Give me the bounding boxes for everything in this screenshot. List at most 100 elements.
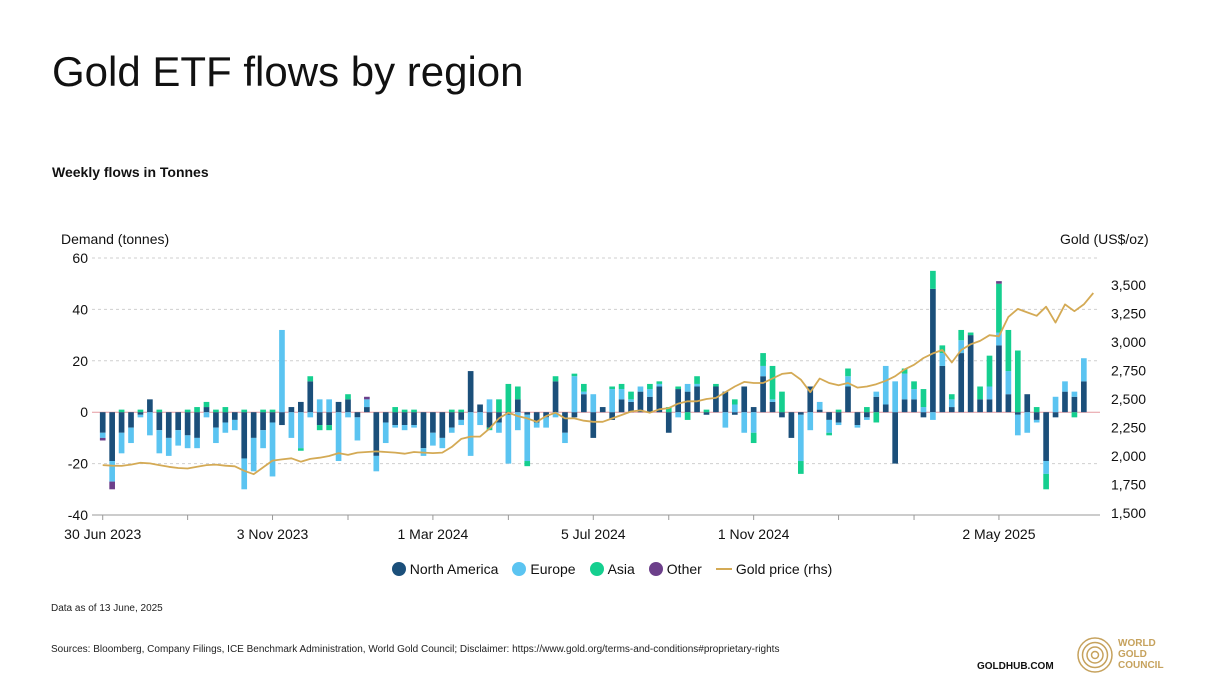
bar-segment-eu	[882, 365, 889, 405]
bar-segment-eu	[533, 422, 540, 428]
bar-segment-na	[873, 396, 880, 413]
bar-segment-as	[213, 409, 219, 413]
bar-segment-as	[948, 394, 955, 400]
bar-segment-na	[816, 409, 823, 413]
legend-item-gold-price[interactable]: Gold price (rhs)	[715, 561, 832, 577]
bar-segment-na	[798, 412, 804, 415]
page-title: Gold ETF flows by region	[52, 48, 524, 95]
bar-segment-na	[703, 412, 710, 415]
bar-segment-as	[1014, 350, 1021, 413]
gold-price-swatch-icon	[715, 568, 732, 570]
bar-segment-as	[203, 401, 210, 408]
bar-segment-na	[911, 399, 917, 413]
bar-segment-as	[505, 383, 512, 413]
bar-segment-eu	[373, 455, 380, 472]
bar-segment-eu	[1062, 381, 1068, 392]
bar-segment-na	[665, 412, 672, 433]
bar-segment-as	[1043, 473, 1049, 490]
bar-segment-na	[901, 399, 908, 413]
bar-segment-as	[798, 461, 804, 474]
bar-segment-eu	[241, 458, 248, 490]
bar-segment-na	[411, 412, 417, 426]
bar-segment-eu	[722, 412, 729, 428]
legend-item-other[interactable]: Other	[648, 561, 702, 577]
bar-segment-as	[411, 409, 417, 413]
bar-segment-as	[911, 381, 917, 390]
legend-item-asia[interactable]: Asia	[589, 561, 635, 577]
legend-label: Asia	[607, 561, 635, 577]
legend-item-europe[interactable]: Europe	[512, 561, 576, 577]
bar-segment-eu	[109, 461, 115, 482]
bar-segment-as	[609, 386, 615, 390]
bar-segment-na	[656, 386, 663, 413]
bar-segment-na	[128, 412, 134, 428]
bar-segment-eu	[911, 389, 917, 400]
bar-segment-eu	[288, 412, 295, 438]
bar-segment-eu	[345, 412, 351, 418]
bar-segment-na	[675, 389, 682, 413]
bar-segment-na	[373, 412, 380, 456]
bar-segment-na	[354, 412, 361, 418]
bar-segment-na	[231, 412, 238, 420]
bar-segment-na	[571, 412, 578, 418]
bar-segment-as	[581, 383, 587, 392]
bar-segment-eu	[222, 422, 229, 433]
bar-segment-na	[892, 412, 898, 464]
left-tick-label: 40	[72, 301, 88, 317]
bar-segment-na	[835, 412, 842, 423]
bar-segment-na	[514, 399, 521, 413]
bar-segment-as	[760, 353, 766, 366]
right-tick-label: 1,500	[1111, 505, 1146, 521]
bar-segment-na	[439, 412, 446, 438]
bar-segment-as	[1005, 329, 1012, 372]
bar-segment-na	[647, 396, 653, 413]
bar-segment-eu	[354, 417, 361, 441]
bar-segment-eu	[364, 399, 370, 408]
right-tick-label: 2,750	[1111, 363, 1146, 379]
goldhub-link[interactable]: GOLDHUB.COM	[977, 661, 1054, 672]
gold-price-line	[102, 292, 1094, 476]
bar-segment-na	[788, 412, 795, 438]
bar-segment-eu	[552, 412, 559, 418]
bar-segment-na	[618, 399, 625, 413]
bar-segment-as	[996, 283, 1002, 333]
gold-price-series	[102, 292, 1094, 476]
right-tick-label: 3,250	[1111, 306, 1146, 322]
bar-segment-eu	[1043, 461, 1049, 474]
bar-segment-na	[599, 407, 606, 413]
bar-segment-na	[845, 386, 851, 413]
bar-segment-as	[920, 389, 927, 408]
bar-segment-na	[345, 399, 351, 413]
bar-segment-na	[1005, 394, 1012, 413]
world-gold-council-logo-icon	[1077, 637, 1113, 673]
x-tick-label: 30 Jun 2023	[64, 526, 141, 542]
bar-segment-na	[967, 335, 974, 413]
bar-segment-eu	[845, 376, 851, 387]
bar-segment-as	[967, 332, 974, 336]
bar-segment-eu	[590, 394, 597, 413]
bar-segment-as	[977, 386, 983, 400]
bar-segment-eu	[203, 412, 210, 418]
etf-flows-chart: -40 -20 0 20 40 60 1,500 1,750 2,000 2,250 2,500 2,…	[64, 250, 1146, 542]
bar-segment-na	[930, 288, 936, 413]
bar-segment-na	[288, 407, 295, 413]
bar-segment-as	[552, 376, 559, 382]
bar-segment-as	[628, 391, 634, 400]
bar-segment-na	[175, 412, 182, 431]
bar-segment-na	[477, 404, 483, 413]
right-tick-label: 2,250	[1111, 420, 1146, 436]
bar-segment-eu	[137, 414, 144, 418]
bar-segment-na	[854, 412, 861, 426]
legend-label: Other	[666, 561, 702, 577]
bar-segment-as	[392, 407, 398, 413]
bar-segment-as	[845, 368, 851, 377]
bar-segment-na	[392, 412, 398, 426]
bar-segment-eu	[1005, 371, 1012, 395]
left-tick-label: -40	[68, 507, 88, 523]
legend-item-north-america[interactable]: North America	[391, 561, 498, 577]
bar-segment-eu	[769, 399, 776, 402]
bar-segment-na	[628, 401, 634, 413]
bar-segment-na	[741, 386, 748, 413]
bar-segment-ot	[109, 481, 115, 490]
bar-segment-na	[316, 412, 323, 426]
